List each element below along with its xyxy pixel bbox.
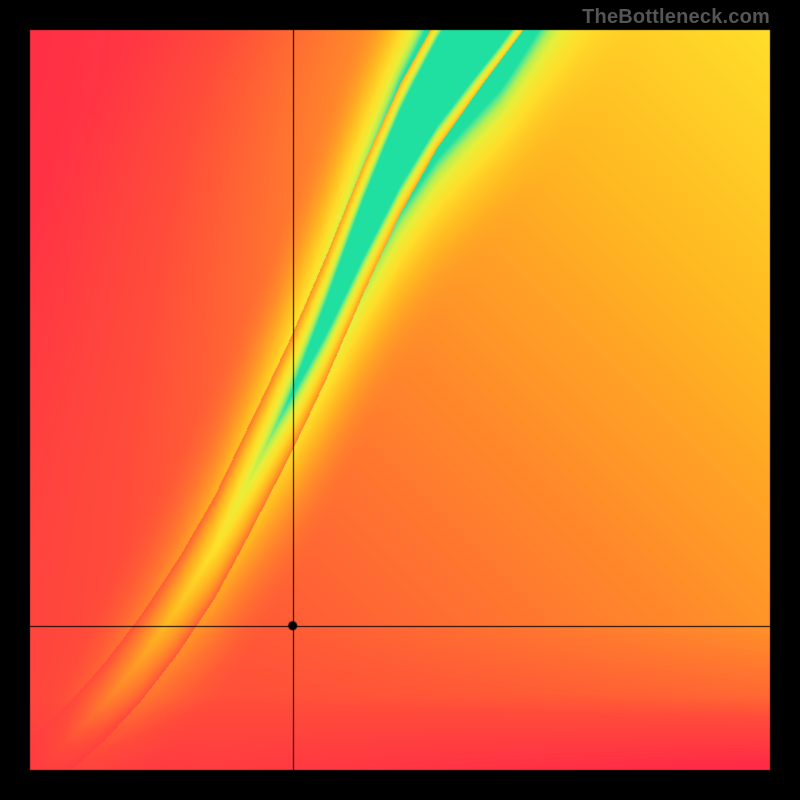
- attribution-label: TheBottleneck.com: [582, 6, 770, 29]
- chart-container: TheBottleneck.com: [0, 0, 800, 800]
- heatmap-canvas: [0, 0, 800, 800]
